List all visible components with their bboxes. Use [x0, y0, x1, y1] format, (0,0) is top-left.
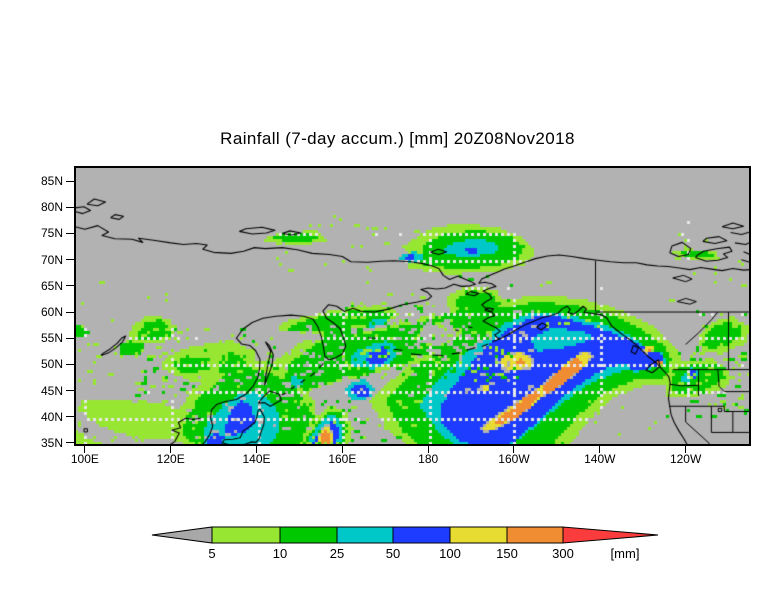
coastline-canvas — [75, 167, 750, 445]
colorbar-segment — [211, 526, 281, 544]
x-axis-label: 160E — [328, 452, 357, 466]
colorbar-below-arrow — [151, 526, 213, 544]
colorbar-unit-label: [mm] — [610, 546, 640, 561]
colorbar-above-arrow — [562, 526, 659, 544]
y-axis-label: 35N — [40, 435, 63, 450]
y-axis-label: 45N — [40, 383, 63, 398]
y-axis-label: 55N — [40, 331, 63, 346]
x-axis-tick — [84, 446, 86, 453]
x-axis-tick — [341, 446, 343, 453]
x-axis-label: 140W — [584, 452, 616, 466]
y-axis-label: 75N — [40, 226, 63, 241]
x-axis-label: 160W — [498, 452, 530, 466]
colorbar-label: 10 — [272, 546, 288, 561]
y-axis-tick — [66, 337, 74, 339]
y-axis-label: 85N — [40, 174, 63, 189]
colorbar-label: 50 — [385, 546, 401, 561]
x-axis-label: 100E — [70, 452, 99, 466]
y-axis-tick — [66, 390, 74, 392]
map-frame — [74, 166, 751, 446]
colorbar-label: 150 — [496, 546, 518, 561]
y-axis-tick — [66, 311, 74, 313]
y-axis-label: 40N — [40, 409, 63, 424]
colorbar-segment — [506, 526, 564, 544]
y-axis-tick — [66, 416, 74, 418]
x-axis-label: 180 — [418, 452, 439, 466]
colorbar-segment — [336, 526, 394, 544]
y-axis-tick — [66, 180, 74, 182]
colorbar-label: 300 — [552, 546, 574, 561]
y-axis-label: 70N — [40, 252, 63, 267]
y-axis-tick — [66, 442, 74, 444]
x-axis-label: 140E — [242, 452, 271, 466]
y-axis-label: 50N — [40, 357, 63, 372]
x-axis-label: 120E — [156, 452, 185, 466]
x-axis-tick — [256, 446, 258, 453]
y-axis-tick — [66, 232, 74, 234]
x-axis-tick — [599, 446, 601, 453]
y-axis-tick — [66, 363, 74, 365]
x-axis-label: 120W — [669, 452, 702, 466]
colorbar-segment — [279, 526, 338, 544]
colorbar-label: 100 — [439, 546, 461, 561]
x-axis-tick — [427, 446, 429, 453]
x-axis-tick — [170, 446, 172, 453]
colorbar-segment — [392, 526, 451, 544]
x-axis-tick — [685, 446, 687, 453]
colorbar-label: 5 — [208, 546, 216, 561]
y-axis-label: 65N — [40, 278, 63, 293]
y-axis-label: 60N — [40, 305, 63, 320]
x-axis-tick — [513, 446, 515, 453]
y-axis-tick — [66, 259, 74, 261]
colorbar-label: 25 — [329, 546, 345, 561]
y-axis-tick — [66, 285, 74, 287]
y-axis-label: 80N — [40, 200, 63, 215]
y-axis-tick — [66, 206, 74, 208]
colorbar-segment — [449, 526, 508, 544]
figure-title: Rainfall (7-day accum.) [mm] 20Z08Nov201… — [220, 129, 575, 148]
